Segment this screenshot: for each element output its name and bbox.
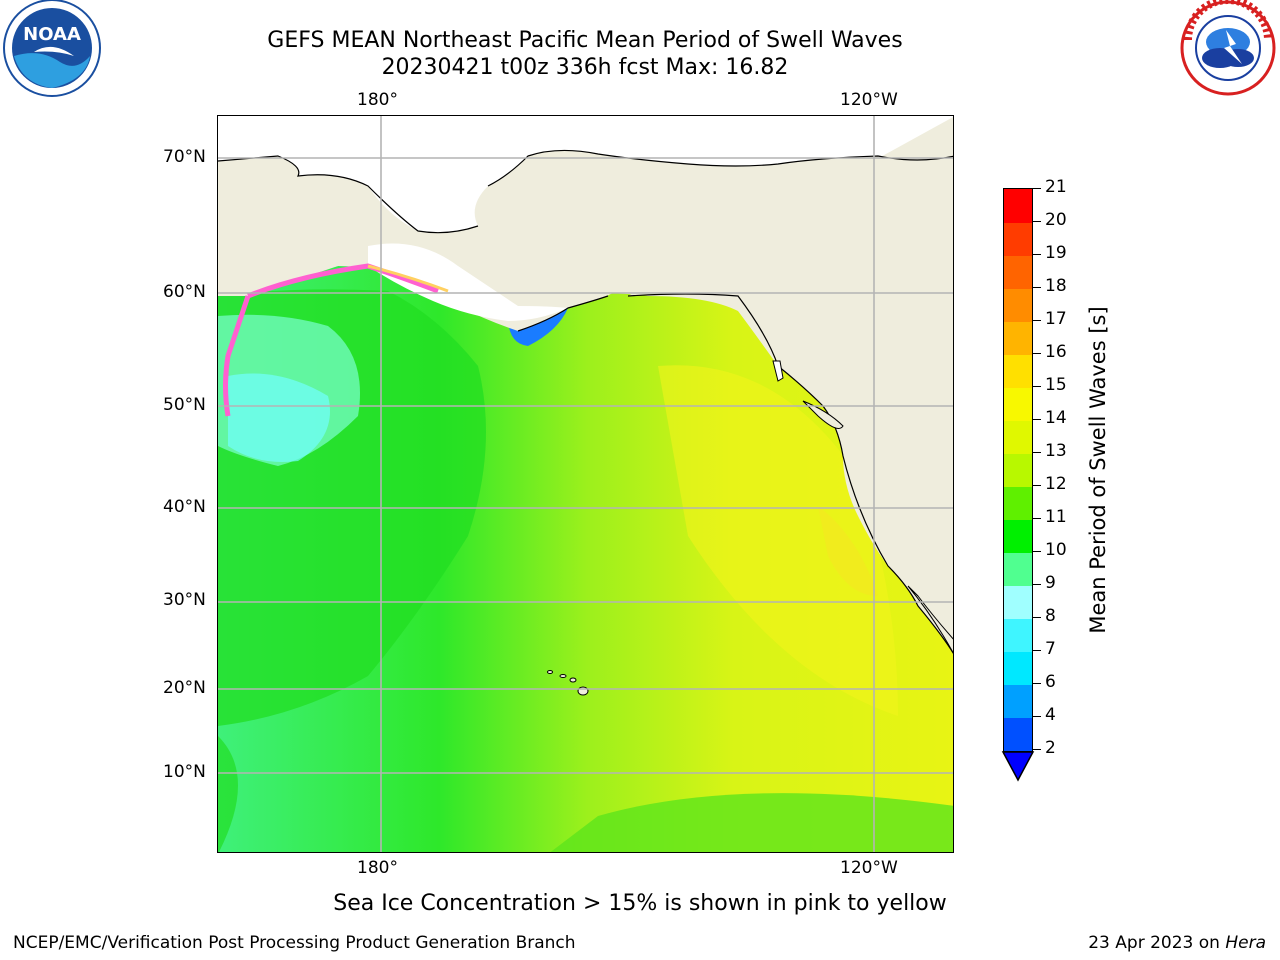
colorbar-segment <box>1004 354 1032 388</box>
colorbar-tick-label: 21 <box>1045 177 1067 197</box>
colorbar-segment <box>1004 651 1032 685</box>
colorbar-tick-mark <box>1033 353 1041 354</box>
colorbar-segment <box>1004 519 1032 553</box>
colorbar-segment <box>1004 552 1032 586</box>
lon-label-bottom-180: 180° <box>357 858 398 878</box>
colorbar-tick-mark <box>1033 320 1041 321</box>
colorbar-tick-mark <box>1033 683 1041 684</box>
colorbar-segment <box>1004 486 1032 520</box>
colorbar-segment <box>1004 189 1032 223</box>
land-baja-california <box>907 585 953 654</box>
land-canada-coast <box>628 117 953 653</box>
colorbar-segment <box>1004 255 1032 289</box>
lat-label-60n: 60°N <box>163 282 206 302</box>
colorbar-segment <box>1004 618 1032 652</box>
colorbar-tick-mark <box>1033 551 1041 552</box>
colorbar-segment <box>1004 453 1032 487</box>
colorbar-segment <box>1004 420 1032 454</box>
footer-machine: Hera <box>1225 933 1266 953</box>
colorbar-segment <box>1004 222 1032 256</box>
lat-label-20n: 20°N <box>163 678 206 698</box>
colorbar-segment <box>1004 321 1032 355</box>
colorbar-tick-label: 12 <box>1045 474 1067 494</box>
colorbar-tick-label: 17 <box>1045 309 1067 329</box>
colorbar-tick-label: 11 <box>1045 507 1067 527</box>
coastline-arctic <box>487 149 953 187</box>
colorbar-tick-mark <box>1033 254 1041 255</box>
colorbar-tick-label: 20 <box>1045 210 1067 230</box>
colorbar-tick-mark <box>1033 617 1041 618</box>
colorbar-segment <box>1004 585 1032 619</box>
colorbar-tick-label: 15 <box>1045 375 1067 395</box>
lat-label-10n: 10°N <box>163 762 206 782</box>
noaa-logo-icon: NOAA <box>3 0 101 97</box>
colorbar-tick-mark <box>1033 518 1041 519</box>
swell-region-14s <box>658 365 898 716</box>
sea-ice-bering <box>368 243 568 321</box>
noaa-logo-text: NOAA <box>23 24 81 45</box>
lon-label-top-120w: 120°W <box>840 90 898 110</box>
ice-edge-yellow <box>367 264 449 293</box>
footer-date-text: 23 Apr 2023 on <box>1088 933 1226 953</box>
colorbar-tick-label: 19 <box>1045 243 1067 263</box>
colorbar-tick-mark <box>1033 650 1041 651</box>
colorbar-tick-mark <box>1033 188 1041 189</box>
map-gridlines <box>218 116 953 852</box>
swell-region-8s <box>228 373 330 462</box>
coastline-alaska-peninsula <box>517 295 609 332</box>
lat-label-70n: 70°N <box>163 147 206 167</box>
colorbar-tick-mark <box>1033 221 1041 222</box>
lat-label-30n: 30°N <box>163 590 206 610</box>
colorbar-tick-mark <box>1033 584 1041 585</box>
swell-region-15s <box>818 506 878 596</box>
colorbar-tick-label: 7 <box>1045 639 1056 659</box>
swell-region-south <box>550 793 953 852</box>
coastline-siberia <box>218 155 479 234</box>
lat-label-40n: 40°N <box>163 497 206 517</box>
land-haida-gwaii <box>772 360 784 382</box>
lon-label-top-180: 180° <box>357 90 398 110</box>
colorbar-tick-label: 18 <box>1045 276 1067 296</box>
land-vancouver-island <box>802 400 844 429</box>
ice-edge-pink-west <box>223 295 251 417</box>
sea-ice-note: Sea Ice Concentration > 15% is shown in … <box>333 891 947 916</box>
lat-label-50n: 50°N <box>163 395 206 415</box>
sea-ice-arctic <box>218 116 953 233</box>
colorbar-segment <box>1004 387 1032 421</box>
colorbar-segment <box>1004 288 1032 322</box>
colorbar-tick-label: 13 <box>1045 441 1067 461</box>
colorbar-title: Mean Period of Swell Waves [s] <box>1086 306 1110 634</box>
colorbar-tick-label: 2 <box>1045 738 1056 758</box>
footer-date: 23 Apr 2023 on Hera <box>1088 933 1266 953</box>
colorbar <box>1003 188 1033 752</box>
colorbar-tick-label: 4 <box>1045 705 1056 725</box>
colorbar-tick-label: 8 <box>1045 606 1056 626</box>
colorbar-tick-label: 16 <box>1045 342 1067 362</box>
colorbar-tick-label: 10 <box>1045 540 1067 560</box>
chart-title: GEFS MEAN Northeast Pacific Mean Period … <box>267 28 903 53</box>
colorbar-extend-arrow <box>1001 751 1035 782</box>
ice-edge-pink <box>247 263 439 299</box>
colorbar-tick-mark <box>1033 716 1041 717</box>
swell-region-south-west <box>218 736 238 852</box>
colorbar-tick-mark <box>1033 287 1041 288</box>
colorbar-tick-mark <box>1033 485 1041 486</box>
colorbar-tick-mark <box>1033 386 1041 387</box>
colorbar-tick-mark <box>1033 749 1041 750</box>
national-weather-service-logo-icon <box>1180 0 1276 96</box>
colorbar-tick-label: 6 <box>1045 672 1056 692</box>
land-siberia <box>218 156 398 296</box>
swell-period-map <box>217 115 954 853</box>
colorbar-segment <box>1004 684 1032 718</box>
colorbar-segment <box>1004 717 1032 751</box>
lon-label-bottom-120w: 120°W <box>840 858 898 878</box>
colorbar-tick-label: 9 <box>1045 573 1056 593</box>
colorbar-tick-mark <box>1033 419 1041 420</box>
colorbar-tick-label: 14 <box>1045 408 1067 428</box>
colorbar-tick-mark <box>1033 452 1041 453</box>
footer-organization: NCEP/EMC/Verification Post Processing Pr… <box>13 933 576 953</box>
map-canvas <box>218 116 953 852</box>
chart-subtitle: 20230421 t00z 336h fcst Max: 16.82 <box>381 55 789 80</box>
